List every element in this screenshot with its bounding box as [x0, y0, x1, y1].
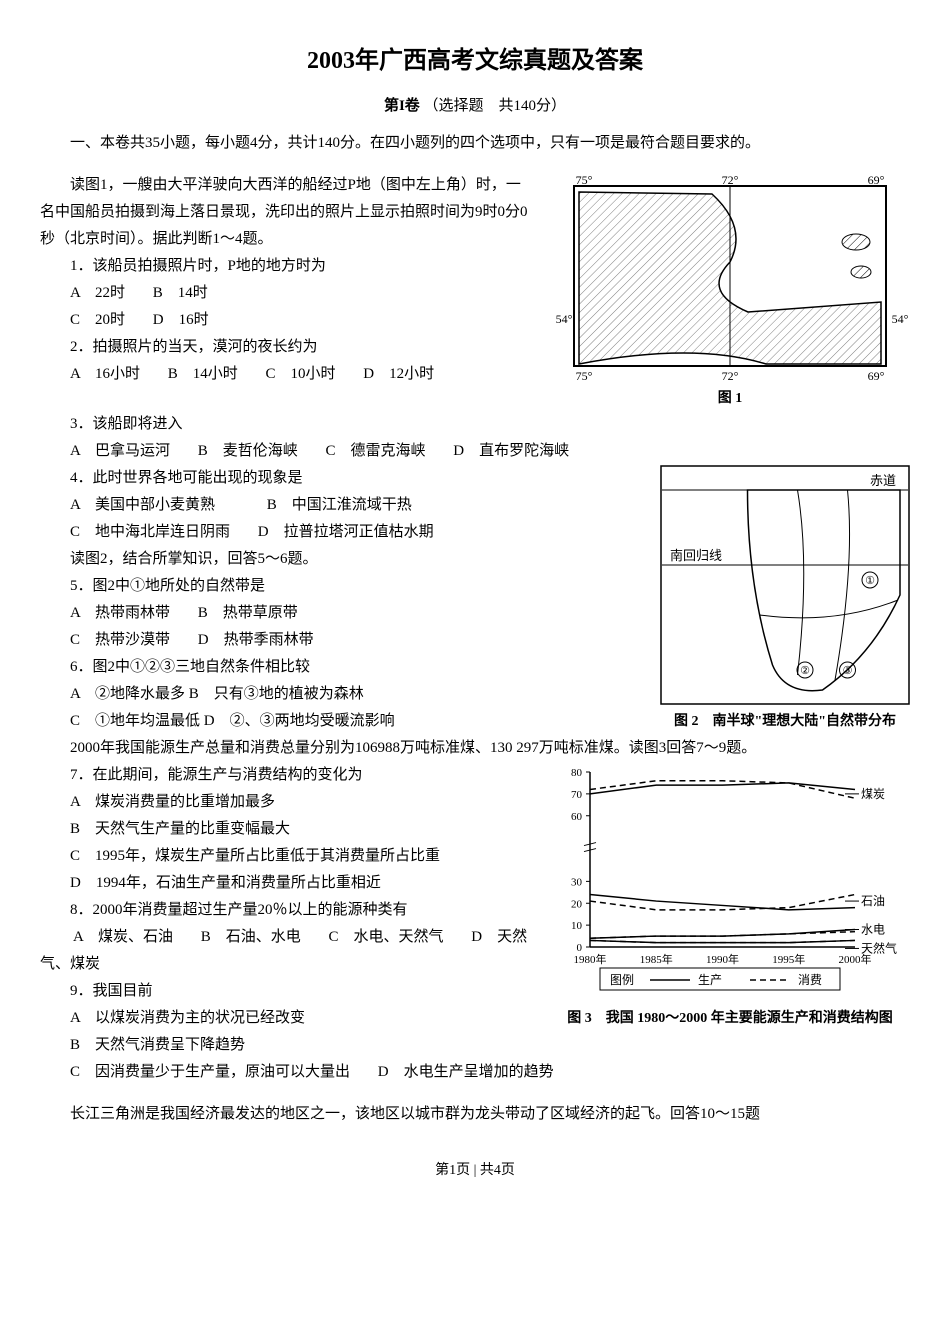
- q7-optA: A 煤炭消费量的比重增加最多: [40, 789, 535, 816]
- svg-text:30: 30: [571, 877, 583, 889]
- q9-optA: A 以煤炭消费为主的状况已经改变: [40, 1005, 535, 1032]
- svg-text:1985年: 1985年: [640, 952, 673, 966]
- q9-stem: 9．我国目前: [40, 978, 535, 1005]
- q1-optC: C 20时: [70, 312, 125, 328]
- page-footer: 第1页 | 共4页: [40, 1158, 910, 1183]
- q8-optA: A 煤炭、石油: [73, 929, 173, 945]
- svg-text:80: 80: [571, 767, 583, 779]
- q4-optD: D 拉普拉塔河正值枯水期: [258, 524, 434, 540]
- section-part: 第I卷: [384, 98, 420, 114]
- svg-text:72°: 72°: [722, 173, 739, 187]
- q4-optA: A 美国中部小麦黄熟: [70, 497, 215, 513]
- svg-text:消费: 消费: [798, 973, 822, 987]
- section-note: （选择题 共140分）: [424, 98, 567, 114]
- q3-stem: 3．该船即将进入: [40, 411, 910, 438]
- q3-optB: B 麦哲伦海峡: [198, 443, 298, 459]
- svg-text:煤炭: 煤炭: [861, 787, 885, 801]
- q7-optB: B 天然气生产量的比重变幅最大: [40, 816, 535, 843]
- passage-2: 读图2，结合所掌知识，回答5～6题。: [40, 546, 645, 573]
- q3-optA: A 巴拿马运河: [70, 443, 170, 459]
- q6-optD: D ②、③两地均受暖流影响: [204, 713, 395, 729]
- figure-2-caption: 图 2 南半球"理想大陆"自然带分布: [660, 709, 910, 734]
- figure-1: 75° 75° 72° 72° 69° 69° 54° 54°: [550, 172, 910, 382]
- q2-stem: 2．拍摄照片的当天，漠河的夜长约为: [40, 334, 535, 361]
- svg-text:75°: 75°: [576, 369, 593, 382]
- svg-text:54°: 54°: [892, 312, 909, 326]
- svg-text:54°: 54°: [556, 312, 573, 326]
- q1-optB: B 14时: [153, 285, 208, 301]
- svg-text:赤道: 赤道: [870, 473, 896, 488]
- q9-optB: B 天然气消费呈下降趋势: [40, 1032, 535, 1059]
- passage-3: 2000年我国能源生产总量和消费总量分别为106988万吨标准煤、130 297…: [40, 735, 910, 762]
- svg-text:天然气: 天然气: [861, 941, 897, 956]
- svg-text:图例: 图例: [610, 973, 634, 987]
- q8-stem: 8．2000年消费量超过生产量20％以上的能源种类有: [40, 897, 535, 924]
- figure-1-caption: 图 1: [550, 386, 910, 411]
- passage-1: 读图1，一艘由大平洋驶向大西洋的船经过P地（图中左上角）时，一名中国船员拍摄到海…: [40, 172, 535, 253]
- q5-optC: C 热带沙漠带: [70, 632, 170, 648]
- q6-stem: 6．图2中①②③三地自然条件相比较: [40, 654, 645, 681]
- figure-3: 01020306070801980年1985年1990年1995年2000年煤炭…: [550, 762, 910, 1002]
- svg-text:1980年: 1980年: [574, 952, 607, 966]
- svg-text:③: ③: [843, 665, 853, 677]
- q2-optC: C 10小时: [266, 366, 336, 382]
- section-header: 第I卷 （选择题 共140分）: [40, 93, 910, 120]
- page-title: 2003年广西高考文综真题及答案: [40, 40, 910, 83]
- q2-optD: D 12小时: [363, 366, 434, 382]
- passage-4: 长江三角洲是我国经济最发达的地区之一，该地区以城市群为龙头带动了区域经济的起飞。…: [40, 1101, 910, 1128]
- svg-text:69°: 69°: [868, 369, 885, 382]
- q5-optD: D 热带季雨林带: [198, 632, 314, 648]
- q6-optA: A ②地降水最多: [70, 686, 185, 702]
- q7-optD: D 1994年，石油生产量和消费量所占比重相近: [40, 870, 535, 897]
- svg-text:②: ②: [800, 665, 810, 677]
- figure-3-caption: 图 3 我国 1980～2000 年主要能源生产和消费结构图: [550, 1006, 910, 1031]
- q3-optD: D 直布罗陀海峡: [453, 443, 569, 459]
- svg-text:1990年: 1990年: [706, 952, 739, 966]
- q8-optB: B 石油、水电: [201, 929, 301, 945]
- svg-text:1995年: 1995年: [772, 952, 805, 966]
- q2-optB: B 14小时: [168, 366, 238, 382]
- q4-optC: C 地中海北岸连日阴雨: [70, 524, 230, 540]
- svg-text:75°: 75°: [576, 173, 593, 187]
- svg-text:生产: 生产: [698, 973, 722, 987]
- q4-stem: 4．此时世界各地可能出现的现象是: [40, 465, 645, 492]
- svg-text:60: 60: [571, 811, 583, 823]
- svg-text:①: ①: [865, 575, 875, 587]
- svg-text:69°: 69°: [868, 173, 885, 187]
- instruction-text: 一、本卷共35小题，每小题4分，共计140分。在四小题列的四个选项中，只有一项是…: [40, 130, 910, 157]
- svg-text:0: 0: [577, 942, 583, 954]
- q9-optD: D 水电生产呈增加的趋势: [378, 1064, 554, 1080]
- q5-optA: A 热带雨林带: [70, 605, 170, 621]
- q1-stem: 1．该船员拍摄照片时，P地的地方时为: [40, 253, 535, 280]
- svg-text:10: 10: [571, 921, 583, 933]
- svg-text:南回归线: 南回归线: [670, 548, 722, 563]
- q9-optC: C 因消费量少于生产量，原油可以大量出: [70, 1064, 350, 1080]
- q5-stem: 5．图2中①地所处的自然带是: [40, 573, 645, 600]
- q7-optC: C 1995年，煤炭生产量所占比重低于其消费量所占比重: [40, 843, 535, 870]
- svg-text:水电: 水电: [861, 923, 885, 937]
- q5-optB: B 热带草原带: [198, 605, 298, 621]
- svg-text:72°: 72°: [722, 369, 739, 382]
- svg-text:石油: 石油: [861, 894, 885, 908]
- q7-stem: 7．在此期间，能源生产与消费结构的变化为: [40, 762, 535, 789]
- q6-optB: B 只有③地的植被为森林: [189, 686, 364, 702]
- q2-optA: A 16小时: [70, 366, 140, 382]
- q6-optC: C ①地年均温最低: [70, 713, 200, 729]
- svg-text:20: 20: [571, 899, 583, 911]
- q1-optA: A 22时: [70, 285, 125, 301]
- figure-2: 赤道南回归线 ① ② ③: [660, 465, 910, 705]
- svg-text:70: 70: [571, 789, 583, 801]
- q8-optC: C 水电、天然气: [328, 929, 443, 945]
- q3-optC: C 德雷克海峡: [326, 443, 426, 459]
- q4-optB: B 中国江淮流域干热: [267, 497, 412, 513]
- q1-optD: D 16时: [153, 312, 209, 328]
